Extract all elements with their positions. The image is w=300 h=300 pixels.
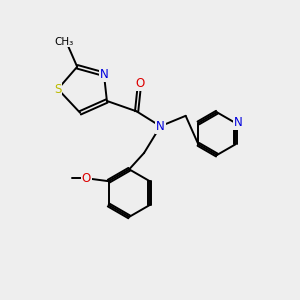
Text: N: N: [100, 68, 108, 81]
Text: O: O: [82, 172, 91, 185]
Text: S: S: [54, 82, 61, 96]
Text: O: O: [135, 76, 144, 90]
Text: N: N: [156, 120, 165, 133]
Text: CH₃: CH₃: [54, 37, 74, 46]
Text: N: N: [234, 116, 243, 130]
